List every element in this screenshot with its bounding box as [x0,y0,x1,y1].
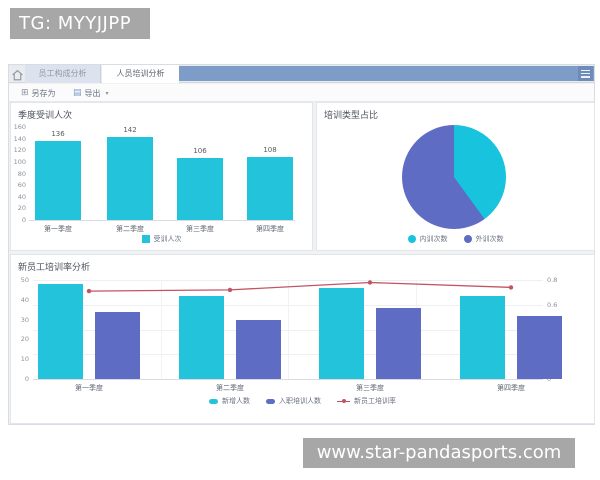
legend-label: 外训次数 [475,235,504,243]
bar-入职培训人数-第二季度[interactable] [236,319,281,379]
home-icon [11,67,24,86]
panel-quarterly-trainees: 季度受训人次 0 20 40 60 80 100 120 140 160 136 第一季度 142 第二… [10,102,313,251]
save-icon: ⊞ [21,87,29,98]
legend-marker [209,398,218,404]
bar-第二季度[interactable] [107,137,153,220]
legend-line-marker [337,399,350,404]
left-axis-tick: 0 [24,375,29,383]
x-axis-label: 第一季度 [44,225,72,233]
bar-第四季度[interactable] [247,157,293,220]
pie-legend: 内训次数 外训次数 [317,234,594,244]
legend-item-入职培训人数[interactable]: 入职培训人数 [266,396,321,406]
tab-employee-structure[interactable]: 员工构成分析 [25,65,101,83]
x-axis-label: 第二季度 [216,384,244,392]
panel-training-type: 培训类型占比 内训次数 外训次数 [316,102,595,251]
gridline-v [160,280,162,379]
left-axis-tick: 30 [20,315,29,324]
legend-label: 新员工培训率 [354,397,396,405]
bar-value-label: 106 [193,147,207,156]
legend-label: 受训人次 [153,235,182,243]
bar-入职培训人数-第四季度[interactable] [517,315,562,379]
x-axis-label: 第四季度 [497,384,525,392]
x-axis-label: 第三季度 [186,225,214,233]
legend-item-内训次数[interactable]: 内训次数 [407,234,448,244]
export-button[interactable]: ▤ 导出 ▾ [73,84,109,102]
bar-value-label: 142 [123,126,137,135]
y-axis-tick: 140 [13,134,26,143]
legend-label: 内训次数 [419,235,448,243]
line-point [86,288,92,294]
legend-marker [463,235,472,243]
bar-新增人数-第一季度[interactable] [38,283,83,379]
x-axis-line [33,379,543,380]
right-axis-tick: 0.6 [547,300,558,309]
bar-新增人数-第二季度[interactable] [179,295,224,379]
y-axis-tick: 120 [13,146,26,155]
bar-入职培训人数-第三季度[interactable] [376,307,421,379]
quarterly-chart-legend: 受训人次 [11,234,312,244]
quarterly-trainees-chart: 0 20 40 60 80 100 120 140 160 136 第一季度 142 第二季度 106 第三… [11,103,312,250]
y-axis-tick: 20 [17,204,26,213]
x-axis-label: 第三季度 [356,384,384,392]
training-rate-legend: 新增人数 入职培训人数 新员工培训率 [11,396,594,406]
left-axis-tick: 50 [20,276,29,284]
line-point [508,285,514,290]
legend-item-新员工培训率[interactable]: 新员工培训率 [337,396,396,406]
left-axis-tick: 10 [20,355,29,364]
home-button[interactable] [11,67,25,81]
x-axis-label: 第四季度 [256,225,284,233]
tg-banner: TG: MYYJJPP [10,8,150,39]
y-axis-tick: 60 [17,181,26,190]
legend-item-受训人次[interactable]: 受训人次 [141,234,182,244]
bar-入职培训人数-第一季度[interactable] [95,311,140,379]
bar-新增人数-第四季度[interactable] [460,295,505,379]
bar-第三季度[interactable] [177,158,223,220]
save-as-label: 另存为 [31,88,56,98]
gridline-v [288,280,289,379]
dashboard-frame: 员工构成分析 人员培训分析 ⊞ 另存为 ▤ 导出 ▾ 季度受训人次 0 20 40 6… [8,64,595,425]
panel-title-training-rate: 新员工培训率分析 [18,263,91,273]
site-banner: www.star-pandasports.com [303,438,575,468]
left-axis-tick: 20 [20,335,29,344]
right-axis-tick: 0 [547,375,552,383]
y-axis-tick: 100 [13,157,26,166]
x-axis-label: 第一季度 [75,384,103,392]
legend-label: 入职培训人数 [279,397,321,405]
panel-new-employee-training-rate: 新员工培训率分析 0102030405000.20.40.60.8第一季度第二季… [10,254,595,424]
save-as-button[interactable]: ⊞ 另存为 [21,84,56,102]
tab-bar: 员工构成分析 人员培训分析 [9,65,594,83]
menu-icon[interactable] [578,66,593,81]
left-axis-tick: 40 [20,295,29,304]
header-strip [179,66,594,81]
tab-personnel-training[interactable]: 人员培训分析 [102,65,179,83]
bar-第一季度[interactable] [35,140,81,220]
panel-title-quarterly: 季度受训人次 [18,111,73,121]
legend-label: 新增人数 [222,397,250,405]
right-axis-tick: 0.8 [547,276,558,284]
x-axis-label: 第二季度 [116,225,144,233]
bar-新增人数-第三季度[interactable] [319,287,364,379]
legend-dot [341,399,346,403]
x-axis-line [29,220,295,221]
export-icon: ▤ [73,87,82,98]
bar-value-label: 136 [51,129,65,138]
bar-value-label: 108 [263,146,277,155]
legend-marker [266,398,275,404]
legend-item-新增人数[interactable]: 新增人数 [209,396,250,406]
panel-title-training-type: 培训类型占比 [324,111,379,121]
legend-item-外训次数[interactable]: 外训次数 [463,234,504,244]
legend-marker [407,235,416,243]
y-axis-tick: 40 [17,192,26,201]
line-point [227,287,233,293]
export-label: 导出 [84,88,101,98]
toolbar: ⊞ 另存为 ▤ 导出 ▾ [9,84,594,102]
training-type-pie[interactable] [402,125,506,229]
y-axis-tick: 0 [21,216,26,224]
y-axis-tick: 80 [17,169,26,178]
y-axis-tick: 160 [13,123,26,131]
caret-down-icon: ▾ [105,89,109,97]
legend-marker [141,235,150,243]
